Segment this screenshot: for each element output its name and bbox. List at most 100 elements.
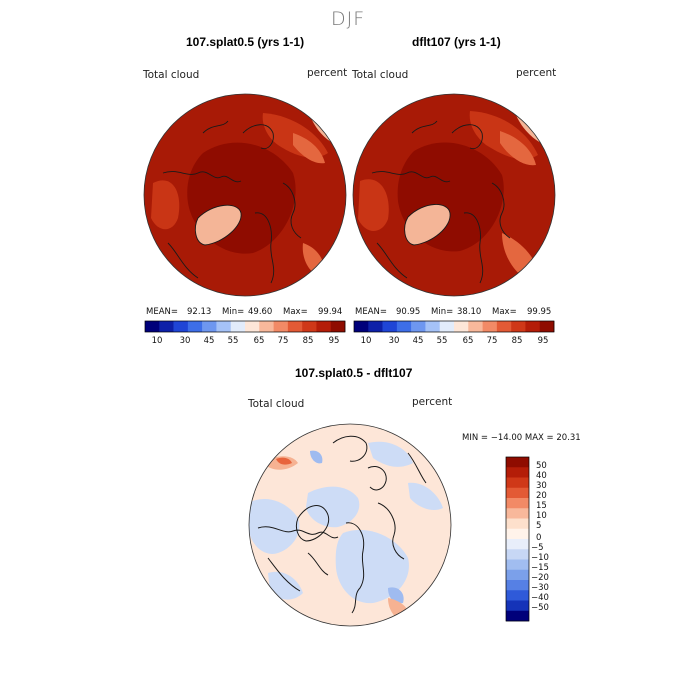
colorbar-swatch [506, 518, 529, 530]
panel1-min-value: 49.60 [248, 307, 273, 317]
colorbar-swatch [506, 580, 529, 591]
colorbar-swatch [273, 321, 289, 332]
colorbar-swatch [216, 321, 232, 332]
diff-tick: 15 [536, 501, 547, 511]
panel1-max-value: 99.94 [318, 307, 343, 317]
colorbar-swatch [506, 590, 529, 601]
colorbar-swatch [506, 539, 529, 550]
colorbar-swatch [506, 600, 529, 612]
panel2-min-label: Min= [431, 307, 454, 317]
diff-polar-map [248, 423, 452, 627]
panel2-max-value: 99.95 [527, 307, 552, 317]
diff-minmax: MIN = −14.00 MAX = 20.31 [462, 433, 581, 443]
panel2-colorbar-ticks: 10 30 45 55 65 75 85 95 [354, 336, 554, 348]
diff-map-blue-region-2 [306, 486, 360, 528]
colorbar-swatch [511, 321, 526, 332]
panel1-coastlines [162, 120, 302, 284]
colorbar-swatch [330, 321, 346, 332]
panel2-units-label: percent [516, 67, 557, 79]
diff-tick: −30 [531, 583, 549, 593]
colorbar-swatch [468, 321, 483, 332]
diff-tick: −15 [531, 563, 549, 573]
panel1-tick: 75 [277, 336, 289, 346]
colorbar-swatch [539, 321, 555, 332]
panel1-case-title: 107.splat0.5 (yrs 1-1) [186, 35, 305, 49]
colorbar-swatch [145, 321, 160, 332]
panel2-tick: 65 [462, 336, 474, 346]
panel1-map-light-region [293, 133, 325, 164]
panel2-polar-map [352, 93, 556, 297]
colorbar-swatch [454, 321, 469, 332]
colorbar-swatch [396, 321, 412, 332]
diff-tick: −10 [531, 553, 549, 563]
diff-map-blue-region-5 [268, 571, 303, 600]
diff-case-title: 107.splat0.5 - dflt107 [295, 366, 413, 380]
colorbar-swatch [173, 321, 189, 332]
colorbar-swatch [411, 321, 426, 332]
colorbar-swatch [506, 508, 529, 519]
panel1-polar-map [143, 93, 347, 297]
panel1-colorbar [144, 320, 346, 333]
colorbar-swatch [302, 321, 317, 332]
panel2-field-label: Total cloud [352, 69, 409, 81]
diff-tick: 40 [536, 471, 547, 481]
panel1-tick: 65 [253, 336, 265, 346]
panel2-mean-value: 90.95 [396, 307, 421, 317]
colorbar-swatch [382, 321, 398, 332]
diff-tick: 5 [536, 521, 542, 531]
diff-map-blue2-region [310, 450, 323, 464]
colorbar-border [144, 320, 346, 333]
colorbar-swatch [354, 321, 369, 332]
panel2-coastlines [371, 120, 511, 284]
colorbar-swatch [506, 528, 529, 540]
colorbar-swatch [506, 498, 529, 509]
diff-tick: 10 [536, 511, 547, 521]
diff-units-label: percent [412, 396, 453, 408]
colorbar-swatch [506, 477, 529, 489]
panel2-max-label: Max= [492, 307, 517, 317]
diff-tick: 50 [536, 461, 547, 471]
page-title: DJF [331, 8, 366, 30]
colorbar-swatch [506, 559, 529, 571]
panel1-tick: 85 [302, 336, 314, 346]
colorbar-swatch [368, 321, 383, 332]
colorbar-swatch [439, 321, 455, 332]
colorbar-swatch [287, 321, 303, 332]
diff-tick: −20 [531, 573, 549, 583]
colorbar-swatch [506, 467, 529, 478]
colorbar-swatch [506, 610, 529, 622]
diff-map-blue-region [249, 499, 300, 554]
diff-tick: −40 [531, 593, 549, 603]
panel2-tick: 10 [360, 336, 372, 346]
colorbar-swatch [259, 321, 274, 332]
colorbar-swatch [159, 321, 174, 332]
diff-field-label: Total cloud [248, 398, 305, 410]
panel2-map-mid-region-2 [358, 179, 389, 231]
colorbar-swatch [482, 321, 498, 332]
colorbar-swatch [506, 549, 529, 560]
panel2-map-pale-region [404, 204, 451, 245]
panel2-tick: 85 [511, 336, 523, 346]
panel1-map-mid-region-2 [151, 180, 180, 230]
colorbar-swatch [506, 487, 529, 499]
colorbar-swatch [425, 321, 441, 332]
panel1-tick: 55 [227, 336, 239, 346]
diff-colorbar [505, 456, 530, 622]
colorbar-swatch [525, 321, 541, 332]
panel1-colorbar-ticks: 10 30 45 55 65 75 85 95 [145, 336, 345, 348]
colorbar-swatch [496, 321, 512, 332]
panel1-min-label: Min= [222, 307, 245, 317]
panel1-tick: 95 [328, 336, 340, 346]
panel2-tick: 55 [436, 336, 448, 346]
colorbar-swatch [506, 457, 529, 468]
diff-tick: −5 [531, 543, 544, 553]
panel2-tick: 75 [486, 336, 498, 346]
diff-tick: 20 [536, 491, 547, 501]
colorbar-swatch [230, 321, 246, 332]
diff-map-blue-region-6 [408, 482, 443, 510]
panel1-max-label: Max= [283, 307, 308, 317]
colorbar-swatch [187, 321, 203, 332]
colorbar-swatch [202, 321, 217, 332]
panel1-tick: 45 [203, 336, 215, 346]
panel1-tick: 30 [179, 336, 191, 346]
